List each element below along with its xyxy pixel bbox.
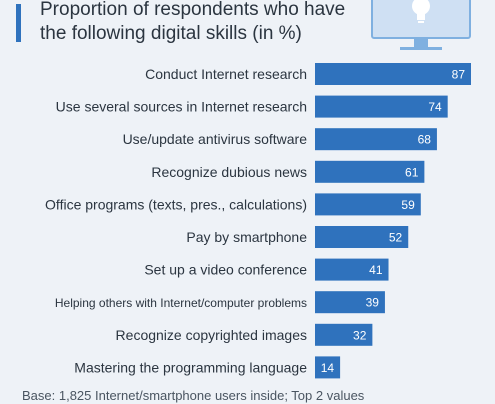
bar-7 — [315, 258, 389, 281]
category-label-9: Recognize copyrighted images — [116, 327, 307, 343]
footnote: Base: 1,825 Internet/smartphone users in… — [22, 388, 365, 403]
category-label-5: Office programs (texts, pres., calculati… — [45, 196, 307, 212]
category-label-6: Pay by smartphone — [186, 229, 307, 245]
value-label-8: 39 — [366, 296, 380, 310]
bar-6 — [315, 226, 409, 248]
category-label-2: Use several sources in Internet research — [56, 99, 307, 115]
value-label-3: 68 — [418, 133, 432, 147]
bar-9 — [315, 323, 373, 346]
value-label-2: 74 — [428, 100, 442, 114]
bar-4 — [315, 160, 425, 183]
monitor-lightbulb-icon — [371, 0, 471, 50]
chart-title: Proportion of respondents who have the f… — [40, 0, 346, 44]
category-label-7: Set up a video conference — [144, 262, 307, 278]
value-label-1: 87 — [452, 68, 466, 82]
value-label-6: 52 — [389, 231, 403, 245]
bar-10 — [315, 356, 341, 379]
bar-3 — [315, 128, 437, 151]
value-label-5: 59 — [401, 198, 415, 212]
category-label-10: Mastering the programming language — [74, 359, 307, 375]
bar-5 — [315, 193, 421, 216]
bar-2 — [315, 95, 448, 118]
value-label-7: 41 — [369, 263, 383, 277]
value-label-10: 14 — [321, 361, 335, 375]
value-label-9: 32 — [353, 328, 367, 342]
title-accent-bar — [16, 4, 21, 42]
bar-8 — [315, 291, 385, 314]
category-label-8: Helping others with Internet/computer pr… — [55, 296, 307, 310]
category-label-4: Recognize dubious news — [151, 164, 307, 180]
category-label-1: Conduct Internet research — [145, 66, 307, 82]
bar-1 — [315, 63, 471, 85]
category-label-3: Use/update antivirus software — [123, 131, 308, 147]
value-label-4: 61 — [405, 165, 419, 179]
